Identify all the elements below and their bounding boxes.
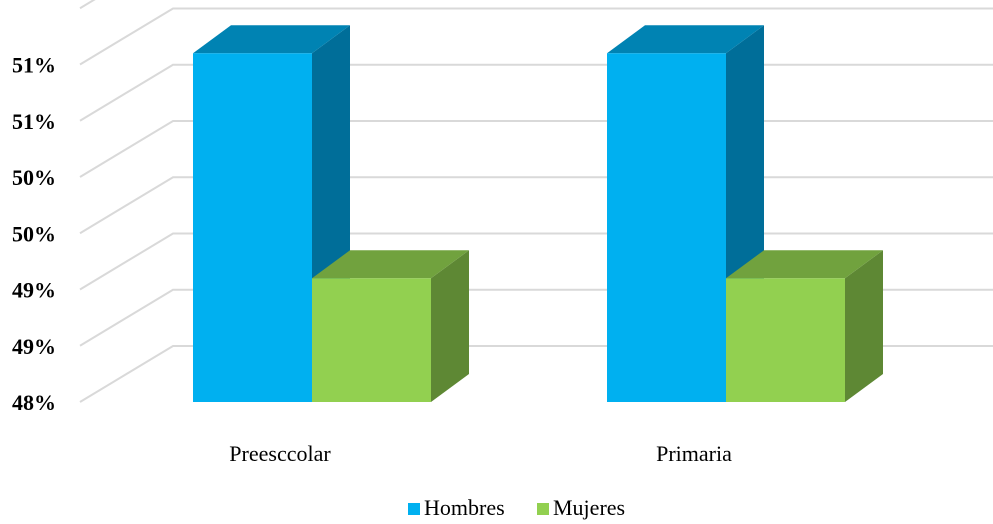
gridline xyxy=(79,7,993,66)
y-tick-label: 50% xyxy=(12,165,56,190)
bar-front-face xyxy=(726,278,845,402)
y-tick-label: 49% xyxy=(12,278,56,303)
y-tick-label: 51% xyxy=(12,109,56,134)
bar-top-face xyxy=(193,25,350,54)
bar-hombres-primaria xyxy=(607,25,764,402)
bar-front-face xyxy=(607,53,726,402)
x-tick-label: Preesccolar xyxy=(229,441,331,466)
x-axis-labels: Preesccolar Primaria xyxy=(229,441,732,466)
x-tick-label: Primaria xyxy=(656,441,732,466)
bar-front-face xyxy=(193,53,312,402)
bars-layer xyxy=(193,25,883,402)
bar-side-face xyxy=(431,250,469,402)
legend-label: Hombres xyxy=(424,495,505,520)
bar-side-face xyxy=(845,250,883,402)
legend: Hombres Mujeres xyxy=(408,495,625,520)
legend-swatch xyxy=(537,503,549,515)
bar-mujeres-preesccolar xyxy=(312,250,469,402)
grid-layer xyxy=(79,0,993,403)
y-tick-label: 49% xyxy=(12,334,56,359)
y-tick-label: 51% xyxy=(12,53,56,78)
bar-top-face xyxy=(607,25,764,54)
bar-mujeres-primaria xyxy=(726,250,883,402)
bar-top-face xyxy=(726,250,883,279)
y-tick-label: 48% xyxy=(12,390,56,415)
legend-label: Mujeres xyxy=(553,495,625,520)
bar-front-face xyxy=(312,278,431,402)
y-axis-ticks: 48% 49% 49% 50% 50% 51% 51% xyxy=(12,53,56,416)
y-tick-label: 50% xyxy=(12,221,56,246)
bar-top-face xyxy=(312,250,469,279)
legend-swatch xyxy=(408,503,420,515)
gridline xyxy=(79,0,96,10)
